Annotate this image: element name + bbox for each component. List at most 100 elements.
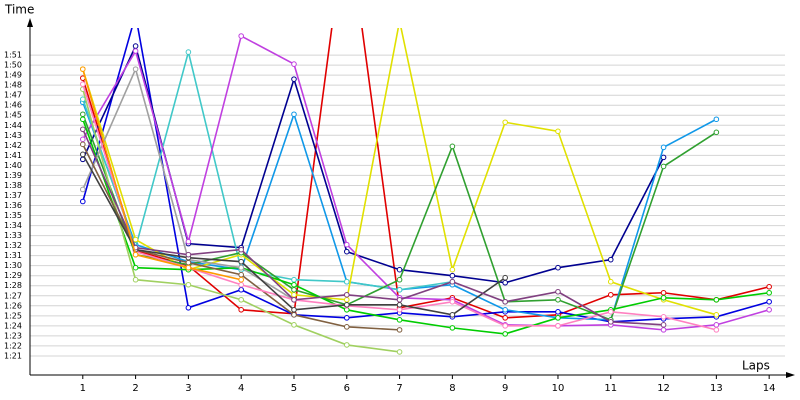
point xyxy=(343,248,350,255)
point xyxy=(555,296,561,303)
point xyxy=(660,154,667,161)
y-tick-label: 1:43 xyxy=(4,131,22,140)
plot-area xyxy=(79,28,772,355)
point xyxy=(238,296,244,303)
point xyxy=(291,296,297,303)
point xyxy=(766,298,772,305)
point xyxy=(766,289,772,296)
point xyxy=(396,349,403,355)
y-tick-label: 1:49 xyxy=(4,71,22,80)
point xyxy=(185,238,192,245)
point xyxy=(238,33,244,39)
point xyxy=(396,307,403,313)
point xyxy=(396,317,403,323)
y-tick-label: 1:44 xyxy=(4,121,22,130)
x-tick-label: 6 xyxy=(344,383,350,394)
point xyxy=(343,301,350,308)
y-tick-label: 1:35 xyxy=(4,211,22,220)
point xyxy=(79,136,86,143)
y-tick-label: 1:31 xyxy=(4,251,22,260)
point xyxy=(343,241,350,248)
x-tick-label: 1 xyxy=(80,383,86,394)
point xyxy=(607,278,614,285)
point xyxy=(555,309,561,315)
point xyxy=(713,327,720,333)
point xyxy=(660,144,667,151)
point xyxy=(502,119,508,126)
y-tick-label: 1:48 xyxy=(4,81,22,90)
grid xyxy=(30,54,785,357)
point xyxy=(185,281,192,288)
point xyxy=(449,272,456,279)
point xyxy=(555,315,561,321)
y-axis-arrow xyxy=(27,18,33,27)
x-tick-label: 7 xyxy=(396,383,402,394)
point xyxy=(555,128,561,135)
x-tick-label: 9 xyxy=(502,383,508,394)
point xyxy=(396,327,403,333)
series-line xyxy=(82,68,242,281)
point xyxy=(660,314,667,320)
point xyxy=(132,276,139,283)
series-line xyxy=(82,28,770,323)
y-tick-label: 1:24 xyxy=(4,321,22,330)
y-tick-label: 1:46 xyxy=(4,101,22,110)
y-tick-label: 1:39 xyxy=(4,171,22,180)
point xyxy=(607,319,614,325)
point xyxy=(132,251,139,258)
point xyxy=(79,126,86,133)
point xyxy=(79,151,86,158)
point xyxy=(238,246,244,253)
series-line xyxy=(82,28,770,319)
point xyxy=(291,281,297,288)
y-tick-label: 1:25 xyxy=(4,311,22,320)
y-tick-label: 1:22 xyxy=(4,341,22,350)
point xyxy=(79,186,86,193)
point xyxy=(766,307,772,313)
point xyxy=(343,296,350,303)
x-tick-label: 8 xyxy=(449,383,455,394)
point xyxy=(79,66,86,72)
point xyxy=(291,322,297,328)
y-tick-label: 1:29 xyxy=(4,271,22,280)
point xyxy=(660,289,667,296)
point xyxy=(449,298,456,305)
point xyxy=(185,49,192,55)
y-axis-label: Time xyxy=(4,3,34,17)
y-tick-label: 1:51 xyxy=(4,51,22,60)
point xyxy=(396,266,403,273)
x-tick-label: 14 xyxy=(763,383,776,394)
point xyxy=(396,301,403,308)
point xyxy=(132,43,139,49)
point xyxy=(132,48,139,54)
point xyxy=(132,264,139,271)
y-tick-label: 1:36 xyxy=(4,201,22,210)
y-tick-label: 1:45 xyxy=(4,111,22,120)
series-line xyxy=(82,34,770,331)
point xyxy=(343,291,350,298)
y-tick-label: 1:21 xyxy=(4,351,22,360)
point xyxy=(291,61,297,67)
point xyxy=(502,274,508,281)
y-tick-label: 1:28 xyxy=(4,281,22,290)
point xyxy=(343,315,350,321)
point xyxy=(291,291,297,298)
point xyxy=(502,279,508,286)
x-axis-label: Laps xyxy=(742,359,770,373)
point xyxy=(555,264,561,271)
x-tick-label: 3 xyxy=(185,383,191,394)
point xyxy=(607,256,614,263)
point xyxy=(79,116,86,123)
y-tick-label: 1:32 xyxy=(4,241,22,250)
point xyxy=(238,307,244,313)
y-tick-label: 1:40 xyxy=(4,161,22,170)
point xyxy=(396,296,403,303)
point xyxy=(502,298,508,305)
point xyxy=(343,324,350,330)
point xyxy=(449,278,456,285)
point xyxy=(660,322,667,328)
point xyxy=(502,331,508,337)
point xyxy=(343,342,350,348)
point xyxy=(238,286,244,293)
